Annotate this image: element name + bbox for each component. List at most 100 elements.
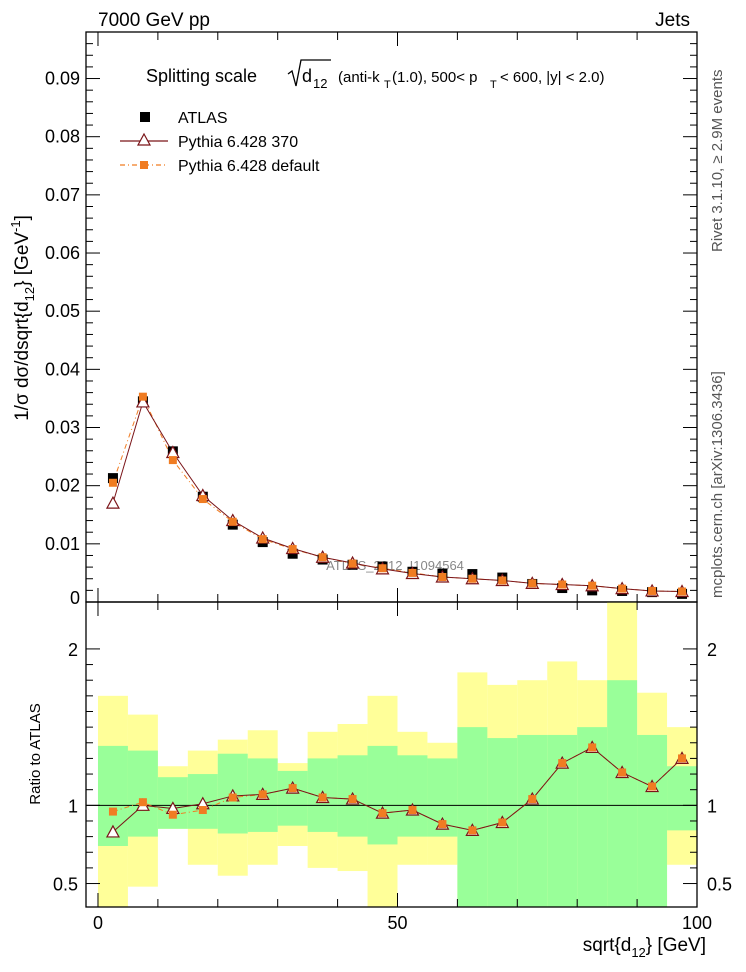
main-panel: ATLAS_2012_I1094564 0.01 0.02 0.03 0.04 0.05… bbox=[8, 31, 698, 608]
legend-label-atlas: ATLAS bbox=[178, 110, 228, 127]
pythia-default-point bbox=[258, 535, 267, 544]
title-suffix-b: (1.0), 500< p bbox=[392, 69, 477, 86]
main-ytick-label: 0.01 bbox=[45, 534, 80, 554]
title-sqrt-sign bbox=[287, 59, 331, 87]
legend-marker-p370 bbox=[136, 132, 152, 146]
mcplots-label: mcplots.cern.ch [arXiv:1306.3436] bbox=[709, 371, 726, 598]
legend-label-pdef: Pythia 6.428 default bbox=[178, 158, 320, 175]
ylabel-main: 1/σ dσ/dsqrt{d bbox=[12, 301, 33, 421]
title-suffix-a: (anti-k bbox=[338, 69, 380, 86]
title-sqrt-sub: 12 bbox=[313, 76, 327, 91]
ratio-pythia-default-point bbox=[258, 790, 267, 799]
title-suffix-a-sub: T bbox=[384, 79, 391, 91]
ratio-pythia-default-point bbox=[228, 793, 237, 802]
main-ytick-label: 0.03 bbox=[45, 418, 80, 438]
ratio-band-1sigma bbox=[637, 734, 668, 907]
pythia-default-point bbox=[228, 517, 237, 526]
xlabel-tail: } [GeV] bbox=[646, 935, 706, 956]
pythia-default-point bbox=[588, 581, 597, 590]
ratio-pythia-default-point bbox=[138, 798, 147, 807]
ylabel-end: ] bbox=[12, 215, 33, 220]
ratio-band-1sigma bbox=[127, 750, 158, 837]
ratio-ytick-label: 1 bbox=[68, 796, 78, 816]
legend-label-p370: Pythia 6.428 370 bbox=[178, 134, 298, 151]
main-ytick-label: 0.04 bbox=[45, 359, 80, 379]
chart-title: Splitting scale d 12 (anti-k T (1.0), 50… bbox=[146, 59, 605, 91]
pythia-default-point bbox=[468, 574, 477, 583]
pythia-default-point bbox=[498, 576, 507, 585]
watermark: ATLAS_2012_I1094564 bbox=[326, 558, 464, 573]
title-suffix-b-sub: T bbox=[490, 79, 497, 91]
ratio-pythia-default-point bbox=[618, 768, 627, 777]
ratio-ylabel: Ratio to ATLAS bbox=[27, 703, 44, 804]
ratio-pythia-default-point bbox=[198, 806, 207, 815]
series-line-pythia-default bbox=[112, 395, 683, 593]
pythia-default-point bbox=[138, 392, 147, 401]
ratio-pythia-default-point bbox=[288, 784, 297, 793]
ratio-band-1sigma bbox=[607, 680, 638, 907]
ratio-pythia-default-point bbox=[438, 820, 447, 829]
ratio-band-1sigma bbox=[667, 766, 697, 831]
title-prefix: Splitting scale bbox=[146, 66, 257, 86]
ratio-ytick-label: 0.5 bbox=[53, 875, 78, 895]
pythia-default-point bbox=[678, 587, 687, 596]
ratio-band-1sigma bbox=[517, 734, 548, 907]
pythia-default-point bbox=[558, 580, 567, 589]
ratio-frame bbox=[85, 601, 698, 908]
pythia-default-point bbox=[528, 579, 537, 588]
ratio-pythia-default-point bbox=[468, 826, 477, 835]
pythia-default-point bbox=[348, 559, 357, 568]
title-suffix-c: < 600, |y| < 2.0) bbox=[500, 69, 605, 86]
main-ytick-label-zero: 0 bbox=[70, 588, 80, 608]
ratio-band-1sigma bbox=[277, 770, 308, 826]
ratio-ytick-label-right: 2 bbox=[707, 640, 717, 660]
pythia-default-point bbox=[378, 564, 387, 573]
pythia-default-point bbox=[168, 456, 177, 465]
ratio-xtick-label: 50 bbox=[387, 913, 407, 933]
ratio-pythia-default-point bbox=[168, 810, 177, 819]
ratio-pythia-default-point bbox=[648, 782, 657, 791]
pythia-default-point bbox=[408, 568, 417, 577]
header-left: 7000 GeV pp bbox=[98, 10, 210, 31]
rivet-label: Rivet 3.1.10, ≥ 2.9M events bbox=[709, 70, 726, 253]
pythia-default-point bbox=[648, 586, 657, 595]
ratio-ytick-label-right: 0.5 bbox=[707, 875, 732, 895]
pythia-default-point bbox=[618, 584, 627, 593]
ylabel-sup: -1 bbox=[8, 220, 23, 232]
main-ytick-label: 0.05 bbox=[45, 301, 80, 321]
ratio-panel: 0.5 0.51 12 20 50 100 Ratio to ATLAS sqrt{d12… bbox=[27, 601, 732, 960]
ratio-pythia-default-point bbox=[408, 806, 417, 815]
ratio-band-1sigma bbox=[577, 727, 608, 907]
pythia-default-point bbox=[288, 545, 297, 554]
main-ytick-label: 0.08 bbox=[45, 127, 80, 147]
main-ytick-label: 0.02 bbox=[45, 476, 80, 496]
xlabel-sub: 12 bbox=[631, 945, 645, 960]
xlabel-main: sqrt{d bbox=[583, 935, 632, 956]
main-ytick-label: 0.07 bbox=[45, 185, 80, 205]
pythia-default-point bbox=[108, 478, 117, 487]
ratio-band-1sigma bbox=[457, 727, 488, 907]
legend-marker-atlas bbox=[140, 112, 150, 122]
ratio-pythia-default-point bbox=[588, 743, 597, 752]
pythia-370-point bbox=[135, 394, 150, 408]
main-ylabel: 1/σ dσ/dsqrt{d12} [GeV-1] bbox=[8, 215, 37, 421]
legend: ATLAS Pythia 6.428 370 Pythia 6.428 defa… bbox=[120, 110, 320, 175]
ratio-pythia-default-point bbox=[678, 754, 687, 763]
ratio-pythia-default-point bbox=[378, 809, 387, 818]
ratio-pythia-default-point bbox=[318, 793, 327, 802]
ratio-band-1sigma bbox=[397, 755, 428, 837]
ratio-pythia-default-point bbox=[558, 759, 567, 768]
ratio-xlabel: sqrt{d12} [GeV] bbox=[583, 935, 706, 960]
title-sqrt-arg: d bbox=[302, 66, 312, 86]
main-ylabel-text: 1/σ dσ/dsqrt{d12} [GeV-1] bbox=[8, 215, 37, 421]
ratio-xtick-label: 0 bbox=[93, 913, 103, 933]
ratio-pythia-370-point bbox=[105, 824, 120, 838]
main-ytick-label: 0.09 bbox=[45, 69, 80, 89]
header-right: Jets bbox=[655, 10, 690, 31]
legend-marker-pdef bbox=[140, 161, 148, 169]
ratio-ytick-label: 2 bbox=[68, 640, 78, 660]
pythia-default-point bbox=[438, 572, 447, 581]
ylabel-sub: 12 bbox=[22, 287, 37, 301]
ylabel-tail: } [GeV bbox=[12, 232, 33, 287]
